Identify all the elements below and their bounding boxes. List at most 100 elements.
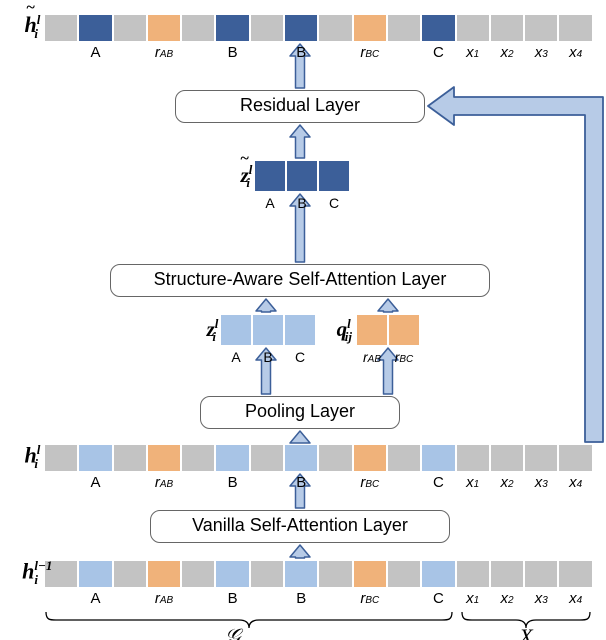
token-box [113, 444, 147, 472]
token-box [44, 14, 78, 42]
token-label [181, 590, 215, 608]
token-box [353, 560, 387, 588]
small-box [286, 160, 318, 192]
small-group-labels-z: ABC [220, 348, 316, 366]
token-label: x1 [456, 590, 490, 608]
token-label [250, 474, 284, 492]
token-labels-mid: ArABBBrBCCx1x2x3x4 [44, 474, 593, 492]
row-symbol-top: hli [2, 12, 38, 42]
token-label: rBC [353, 44, 387, 62]
token-box [147, 560, 181, 588]
token-box [421, 560, 455, 588]
token-row-mid [44, 444, 593, 472]
token-label: B [215, 474, 249, 492]
token-label [387, 44, 421, 62]
token-box [387, 560, 421, 588]
token-box [353, 14, 387, 42]
brace-label-X: X [460, 624, 592, 640]
row-symbol-mid: hli [2, 442, 38, 472]
token-box [456, 14, 490, 42]
token-label [113, 474, 147, 492]
up-arrow-icon [290, 125, 310, 158]
token-box [147, 14, 181, 42]
token-box [250, 560, 284, 588]
token-label: rBC [353, 474, 387, 492]
token-label: rAB [147, 590, 181, 608]
token-label: x3 [524, 474, 558, 492]
small-label: B [286, 194, 318, 212]
token-box [558, 14, 592, 42]
token-box [421, 444, 455, 472]
layer-label: Vanilla Self-Attention Layer [192, 515, 408, 535]
small-box [254, 160, 286, 192]
token-box [456, 560, 490, 588]
token-box [490, 14, 524, 42]
token-label: x2 [490, 44, 524, 62]
token-label: x4 [558, 590, 592, 608]
token-label: C [421, 44, 455, 62]
up-arrow-icon [290, 431, 310, 443]
token-box [44, 444, 78, 472]
token-label [44, 474, 78, 492]
small-box [284, 314, 316, 346]
brace-label-g_linear: 𝒢linear [44, 624, 454, 640]
small-label: A [254, 194, 286, 212]
token-box [181, 560, 215, 588]
token-label: C [421, 590, 455, 608]
token-label [318, 474, 352, 492]
token-box [524, 444, 558, 472]
token-box [318, 560, 352, 588]
small-box [388, 314, 420, 346]
token-box [78, 444, 112, 472]
up-arrow-icon [290, 545, 310, 558]
token-label: B [284, 474, 318, 492]
token-label: rAB [147, 44, 181, 62]
token-box [147, 444, 181, 472]
token-label: rAB [147, 474, 181, 492]
token-box [318, 444, 352, 472]
token-box [318, 14, 352, 42]
token-label [318, 590, 352, 608]
small-box [252, 314, 284, 346]
layer-label: Residual Layer [240, 95, 360, 115]
small-label: A [220, 348, 252, 366]
token-label: A [78, 590, 112, 608]
token-box [284, 14, 318, 42]
token-label [181, 44, 215, 62]
token-box [490, 560, 524, 588]
token-label: B [284, 44, 318, 62]
up-arrow-icon [378, 299, 398, 312]
token-label: x4 [558, 44, 592, 62]
token-label [44, 44, 78, 62]
structure-layer: Structure-Aware Self-Attention Layer [110, 264, 490, 297]
small-label: rBC [388, 348, 420, 366]
token-box [353, 444, 387, 472]
pooling-layer: Pooling Layer [200, 396, 400, 429]
row-symbol-bottom: hl−1i [2, 558, 38, 588]
token-row-bottom [44, 560, 593, 588]
token-box [421, 14, 455, 42]
vanilla-layer: Vanilla Self-Attention Layer [150, 510, 450, 543]
token-box [181, 14, 215, 42]
small-label: C [318, 194, 350, 212]
layer-label: Pooling Layer [245, 401, 355, 421]
token-box [250, 14, 284, 42]
small-group-q [356, 314, 420, 346]
small-label: rAB [356, 348, 388, 366]
token-label: x2 [490, 474, 524, 492]
small-group-symbol-q: qlij [316, 316, 352, 345]
token-box [78, 560, 112, 588]
token-label: B [215, 44, 249, 62]
token-label [44, 590, 78, 608]
token-box [387, 444, 421, 472]
token-label [113, 44, 147, 62]
layer-label: Structure-Aware Self-Attention Layer [154, 269, 447, 289]
small-box [356, 314, 388, 346]
token-row-top [44, 14, 593, 42]
token-box [284, 560, 318, 588]
token-label: x3 [524, 44, 558, 62]
token-label [250, 590, 284, 608]
token-label: x1 [456, 474, 490, 492]
token-box [456, 444, 490, 472]
token-label: x4 [558, 474, 592, 492]
